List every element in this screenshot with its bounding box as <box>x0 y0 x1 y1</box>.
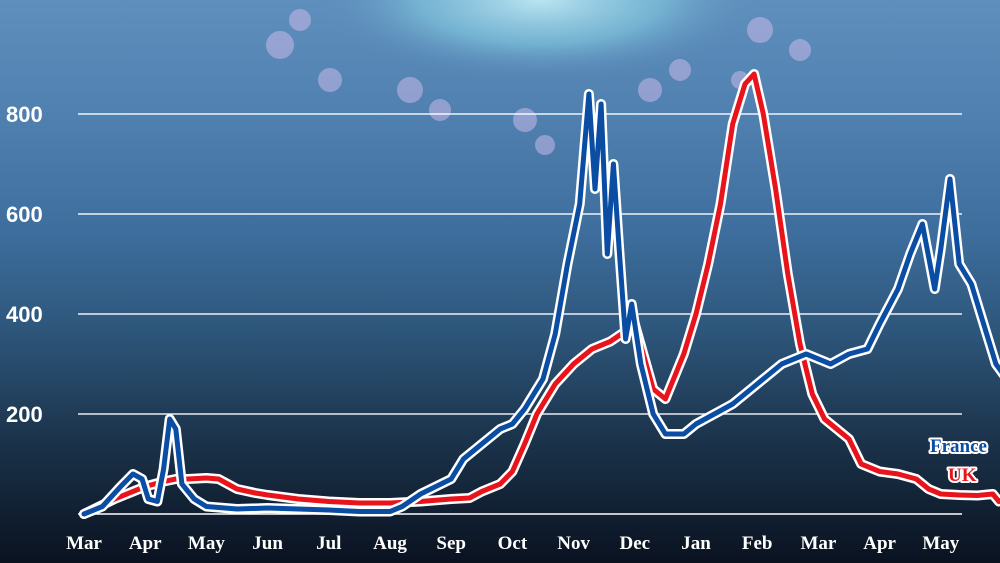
x-tick-label-jun-3: Jun <box>252 533 283 554</box>
series-labels: UK France <box>928 434 989 488</box>
x-tick-label-dec-9: Dec <box>620 533 651 554</box>
x-tick-label-sep-6: Sep <box>436 533 466 554</box>
x-tick-label-nov-8: Nov <box>557 533 590 554</box>
series-label-uk: UK <box>948 465 977 486</box>
x-tick-label-apr-1: Apr <box>129 533 162 554</box>
series-line-france <box>81 91 1000 517</box>
x-axis-ticks: Mar Apr May Jun Jul Aug Sep Oct Nov Dec Jan Feb Mar A… <box>66 533 960 554</box>
y-tick-label-600: 600 <box>6 202 43 227</box>
x-tick-label-aug-5: Aug <box>373 533 407 554</box>
series-label-france: France <box>930 436 987 457</box>
x-tick-label-may-14: May <box>922 533 959 554</box>
x-tick-label-oct-7: Oct <box>498 533 528 554</box>
series-outline-france <box>79 89 1000 519</box>
gridlines <box>78 113 962 515</box>
y-tick-label-800: 800 <box>6 102 43 127</box>
x-tick-label-mar-12: Mar <box>800 533 836 554</box>
y-tick-label-200: 200 <box>6 402 43 427</box>
x-tick-label-mar-0: Mar <box>66 533 102 554</box>
x-tick-label-may-2: May <box>188 533 225 554</box>
x-tick-label-jan-10: Jan <box>681 533 711 554</box>
y-tick-label-400: 400 <box>6 302 43 327</box>
y-axis-ticks: 200 400 600 800 <box>6 102 43 427</box>
x-tick-label-jul-4: Jul <box>316 533 341 554</box>
series-lines <box>79 69 1000 519</box>
x-tick-label-feb-11: Feb <box>742 533 773 554</box>
x-tick-label-apr-13: Apr <box>863 533 896 554</box>
virus-illustration <box>266 0 811 155</box>
